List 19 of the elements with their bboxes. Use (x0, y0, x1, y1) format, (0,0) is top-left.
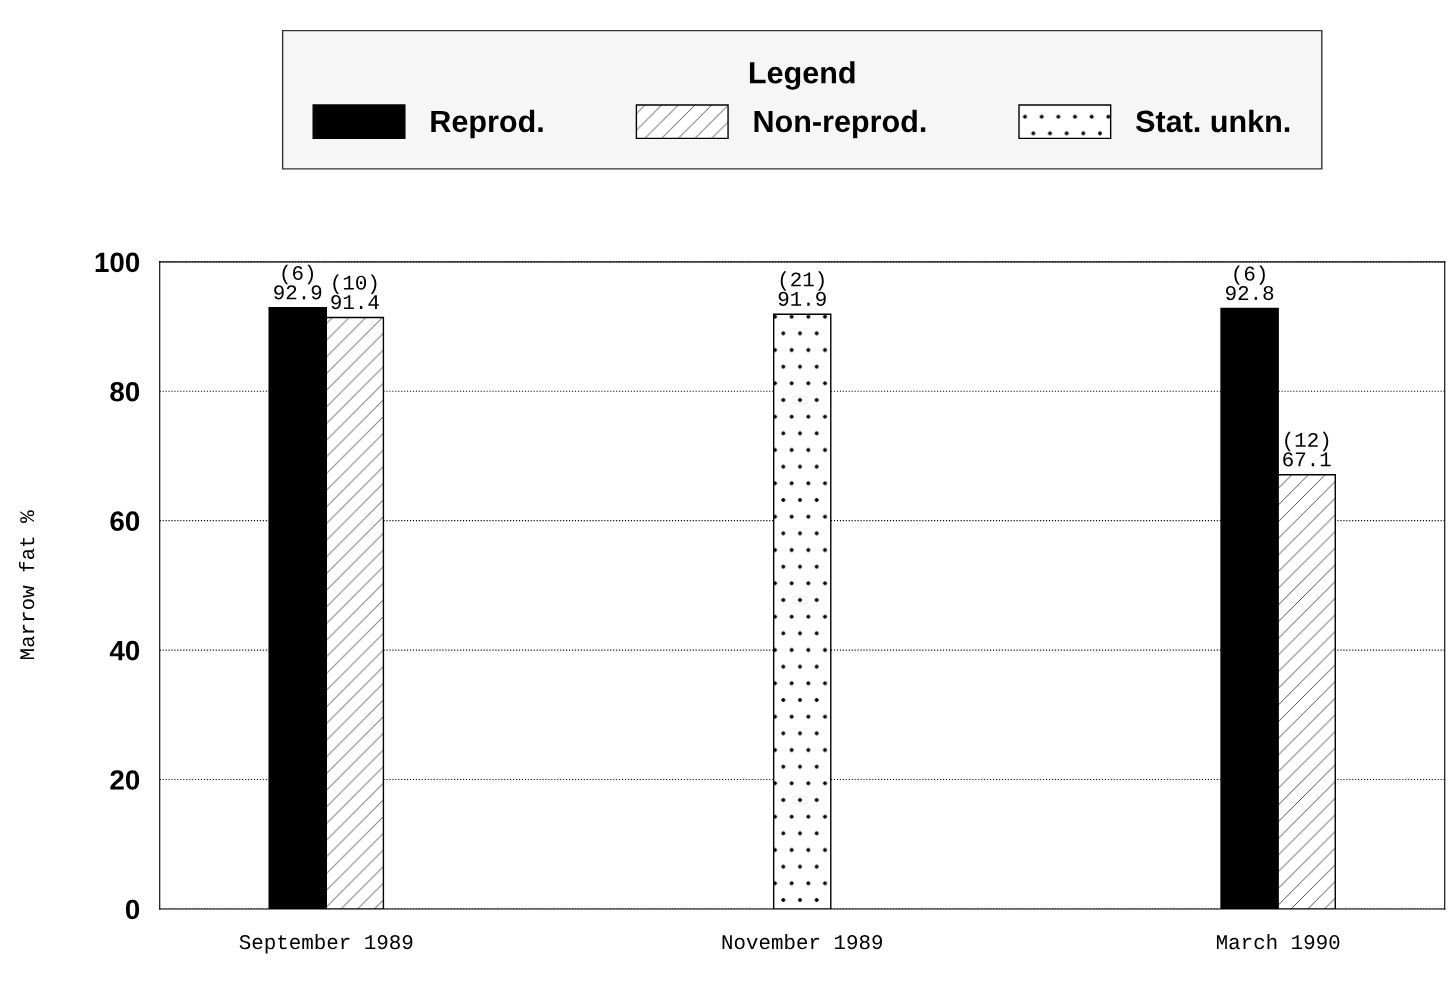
data-label: (6) 92.9 (274, 264, 322, 300)
legend-label: Non-reprod. (754, 109, 926, 139)
data-label: (12) 67.1 (1283, 431, 1331, 467)
y-tick-label: 40 (109, 640, 140, 661)
data-label: (6) 92.8 (1226, 265, 1274, 301)
legend-title: Legend (749, 61, 855, 90)
data-label: (21) 91.9 (778, 271, 826, 306)
legend-label: Reprod. (431, 109, 543, 139)
y-tick-label: 0 (125, 899, 140, 920)
y-tick-label: 20 (110, 770, 140, 790)
x-tick-label: November 1989 (722, 933, 883, 950)
y-tick-label: 60 (110, 511, 140, 532)
y-tick-label: 80 (110, 381, 140, 402)
x-tick-label: September 1989 (239, 933, 413, 954)
legend-label: Stat. unkn. (1135, 109, 1290, 133)
y-tick-label: 100 (95, 252, 140, 273)
data-label: (10) 91.4 (331, 274, 379, 310)
y-axis-title: Marrow fat % (18, 510, 35, 660)
x-tick-label: March 1990 (1216, 933, 1340, 950)
